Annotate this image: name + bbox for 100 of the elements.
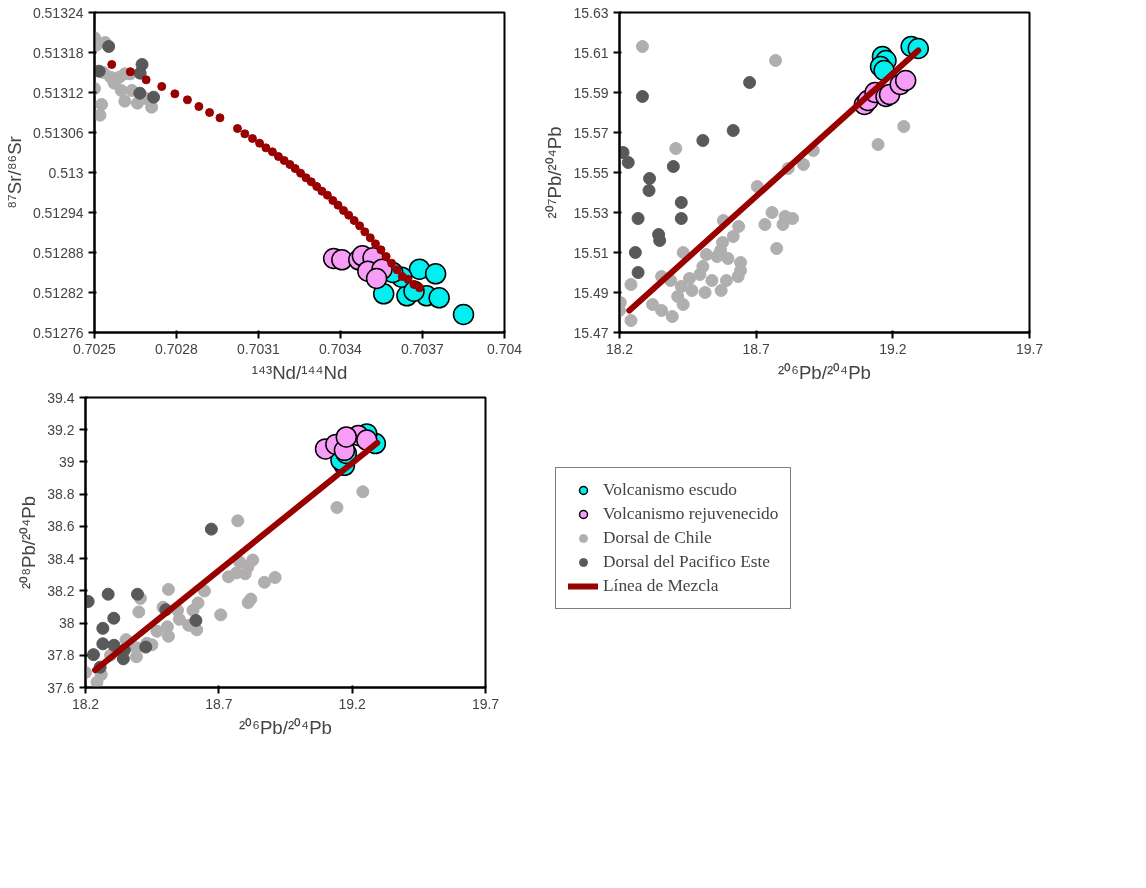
point [714, 284, 728, 297]
y-tick-label: 0.51282 [32, 284, 84, 301]
point [133, 66, 147, 80]
point [765, 206, 779, 219]
point [365, 233, 375, 243]
point [635, 90, 649, 103]
point [94, 64, 106, 78]
point [94, 108, 107, 122]
point [669, 142, 683, 155]
x-tick-label: 0.7028 [155, 340, 199, 357]
point [240, 129, 250, 139]
point [719, 274, 733, 287]
point [726, 230, 740, 243]
y-tick-label: 37.8 [47, 647, 75, 664]
y-tick-label: 0.51312 [32, 84, 84, 101]
x-tick-label: 18.2 [605, 340, 634, 357]
point [699, 248, 713, 261]
y-tick-label: 0.51318 [32, 44, 84, 61]
point [743, 76, 757, 89]
legend-label: Línea de Mezcla [603, 576, 719, 596]
x-tick-label: 0.7025 [73, 340, 117, 357]
point [238, 567, 252, 581]
point [665, 310, 679, 323]
point [360, 227, 370, 237]
y-tick-label: 0.51276 [32, 324, 84, 341]
y-tick-label: 15.47 [573, 324, 609, 341]
point [215, 113, 225, 123]
point [255, 138, 265, 148]
point [87, 648, 100, 662]
point [653, 234, 667, 247]
x-tick-label: 19.7 [471, 695, 500, 712]
x-axis-title: ²⁰⁶Pb/²⁰⁴Pb [239, 716, 332, 738]
point [157, 82, 167, 91]
point [628, 246, 642, 259]
point [674, 212, 688, 225]
x-tick-label: 0.7031 [237, 340, 281, 357]
point [344, 210, 354, 220]
point [96, 621, 110, 635]
point [139, 640, 153, 654]
point [387, 258, 397, 268]
point [624, 278, 638, 291]
point [191, 596, 205, 610]
legend-label: Dorsal de Chile [603, 528, 712, 548]
x-tick-label: 18.2 [71, 695, 100, 712]
point [335, 426, 358, 448]
point [655, 304, 669, 317]
point [624, 314, 638, 327]
point [726, 124, 740, 137]
point [133, 86, 147, 100]
point [205, 108, 215, 117]
point [268, 570, 282, 584]
point [721, 252, 735, 265]
point [428, 287, 450, 309]
point [312, 182, 322, 191]
y-tick-label: 0.51324 [32, 4, 84, 21]
point [403, 274, 413, 284]
y-tick-label: 38.2 [47, 582, 75, 599]
point [317, 186, 327, 196]
point [381, 252, 391, 261]
point [214, 608, 228, 622]
point [705, 274, 719, 287]
point [424, 263, 447, 285]
point [685, 284, 699, 297]
point [370, 239, 380, 249]
x-tick-label: 19.2 [338, 695, 366, 712]
point [296, 168, 306, 178]
point [129, 650, 143, 664]
y-axis-title: ²⁰⁷Pb/²⁰⁴Pb [544, 126, 566, 219]
point [452, 303, 475, 326]
point [758, 218, 772, 231]
point [365, 267, 388, 290]
point [95, 98, 109, 111]
legend-label: Volcanismo rejuvenecido [603, 504, 779, 524]
point [267, 147, 277, 157]
y-axis-title: ²⁰⁸Pb/²⁰⁴Pb [18, 495, 40, 590]
y-tick-label: 39.4 [47, 389, 75, 406]
point [261, 143, 271, 153]
point [693, 268, 707, 281]
point [635, 40, 649, 53]
point [376, 245, 386, 255]
y-axis-title: ⁸⁷Sr/⁸⁶Sr [3, 136, 25, 209]
point [221, 570, 235, 584]
point [732, 220, 746, 233]
point [204, 522, 218, 536]
x-tick-label: 19.7 [1015, 340, 1044, 357]
point [631, 266, 645, 279]
x-tick-label: 19.2 [879, 340, 907, 357]
point [621, 156, 635, 169]
point [646, 298, 660, 311]
point [102, 40, 116, 53]
point [306, 177, 316, 187]
point [696, 134, 710, 147]
point [330, 501, 344, 515]
point [125, 67, 135, 77]
point [642, 184, 656, 197]
point [96, 637, 110, 651]
x-axis-title: ¹⁴³Nd/¹⁴⁴Nd [251, 361, 348, 383]
point [150, 624, 164, 638]
point [194, 102, 204, 111]
y-tick-label: 0.513 [48, 164, 84, 181]
